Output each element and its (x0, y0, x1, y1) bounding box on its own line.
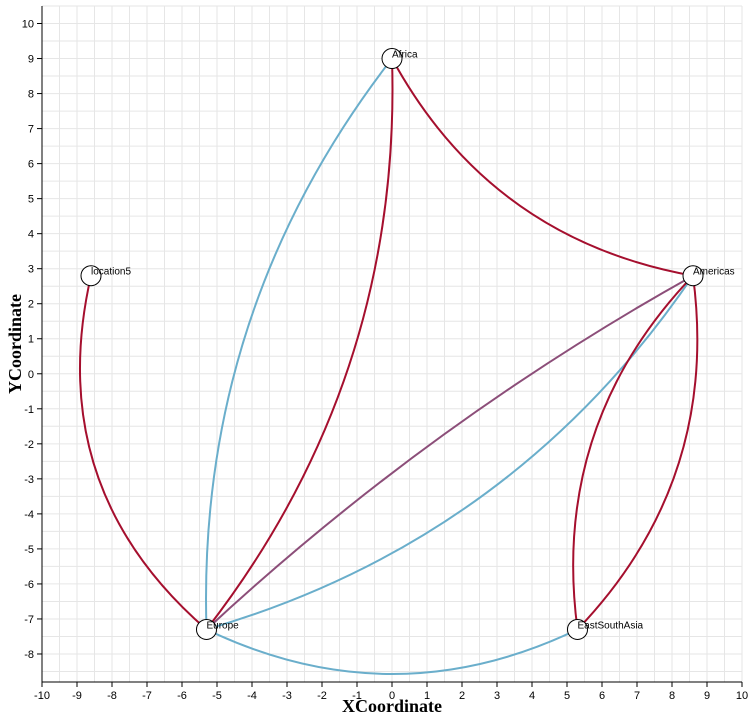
y-tick-label: 4 (28, 229, 34, 241)
y-tick-label: -5 (24, 544, 34, 556)
x-tick-label: 1 (424, 690, 430, 702)
node-location5[interactable] (80, 265, 102, 287)
node-label-europe: Europe (207, 620, 240, 631)
edge-africa-americas (391, 58, 694, 277)
axes: -10 -9 -8 -7 -6 -5 -4 -3 -2 -1 0 1 2 3 4 5 6 7 8 9 10-8-7-6-… (22, 6, 748, 702)
edge-europe-eastsouthasia (206, 628, 578, 675)
node-label-eastsouthasia: EastSouthAsia (578, 620, 644, 631)
nodes: location5 Africa Americas Europe EastSouthAs… (80, 48, 735, 640)
x-tick-label: 9 (704, 690, 710, 702)
x-tick-label: -8 (107, 690, 117, 702)
x-tick-label: -10 (34, 690, 50, 702)
x-tick-label: 0 (389, 690, 395, 702)
x-tick-label: 4 (529, 690, 535, 702)
x-axis-title: XCoordinate (342, 696, 442, 716)
edges (78, 57, 699, 675)
y-tick-label: -4 (24, 509, 34, 521)
node-label-americas: Americas (693, 267, 735, 278)
edge-europe-americas (206, 275, 694, 631)
y-tick-label: 7 (28, 124, 34, 136)
y-axis-title: YCoordinate (5, 294, 25, 394)
x-tick-label: -9 (72, 690, 82, 702)
y-tick-label: -1 (24, 404, 34, 416)
x-tick-label: -4 (247, 690, 257, 702)
edge-location5-europe (78, 275, 208, 631)
y-tick-label: -6 (24, 579, 34, 591)
edge-eastsouthasia-americas (576, 275, 699, 631)
y-tick-label: -3 (24, 474, 34, 486)
y-tick-label: 8 (28, 89, 34, 101)
x-tick-label: -3 (282, 690, 292, 702)
x-tick-label: 2 (459, 690, 465, 702)
x-tick-label: 3 (494, 690, 500, 702)
node-label-africa: Africa (392, 50, 418, 61)
node-eastsouthasia[interactable] (567, 618, 588, 640)
y-tick-label: 0 (28, 369, 34, 381)
y-tick-label: 1 (28, 334, 34, 346)
y-tick-label: 5 (28, 194, 34, 206)
y-tick-label: 2 (28, 299, 34, 311)
x-tick-label: -6 (177, 690, 187, 702)
x-tick-label: 8 (669, 690, 675, 702)
x-tick-label: 10 (736, 690, 748, 702)
node-europe[interactable] (196, 618, 217, 640)
y-tick-label: -8 (24, 649, 34, 661)
edge-europe-africa (205, 58, 394, 631)
x-tick-label: 5 (564, 690, 570, 702)
y-tick-label: 10 (22, 19, 34, 31)
y-tick-label: 9 (28, 54, 34, 66)
x-tick-label: 6 (599, 690, 605, 702)
y-tick-label: 3 (28, 264, 34, 276)
y-tick-label: -2 (24, 439, 34, 451)
x-tick-label: -7 (142, 690, 152, 702)
edge-eastsouthasia-americas (572, 275, 694, 630)
x-tick-label: -1 (352, 690, 362, 702)
x-tick-label: 7 (634, 690, 640, 702)
x-tick-label: -2 (317, 690, 327, 702)
y-tick-label: 6 (28, 159, 34, 171)
node-africa[interactable] (381, 48, 403, 70)
x-tick-label: -5 (212, 690, 222, 702)
edge-europe-americas (205, 274, 694, 631)
edge-europe-africa (205, 57, 393, 630)
y-tick-label: -7 (24, 614, 34, 626)
node-americas[interactable] (682, 265, 704, 287)
node-label-location5: location5 (91, 267, 131, 278)
